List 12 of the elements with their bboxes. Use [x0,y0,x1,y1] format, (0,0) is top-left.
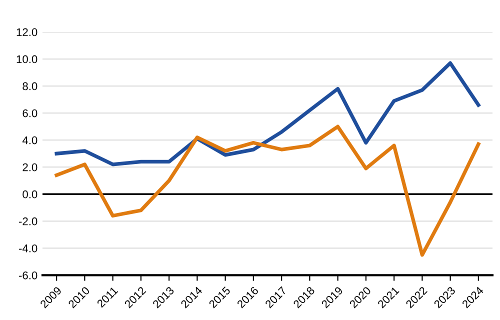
y-tick-label: 2.0 [22,163,38,172]
y-tick-label: -4.0 [18,244,38,252]
y-tick-label: -2.0 [18,217,38,226]
y-tick-label: 4.0 [22,136,38,144]
y-tick-label: 6.0 [22,109,38,118]
line-series [54,124,480,257]
y-tick-label: 8.0 [22,82,38,90]
y-tick-label: 10.0 [16,55,38,64]
y-tick-label: 0.0 [22,190,38,198]
line-series [54,61,480,166]
y-tick-label: -6.0 [18,271,38,280]
y-tick-label: 12.0 [16,28,38,36]
